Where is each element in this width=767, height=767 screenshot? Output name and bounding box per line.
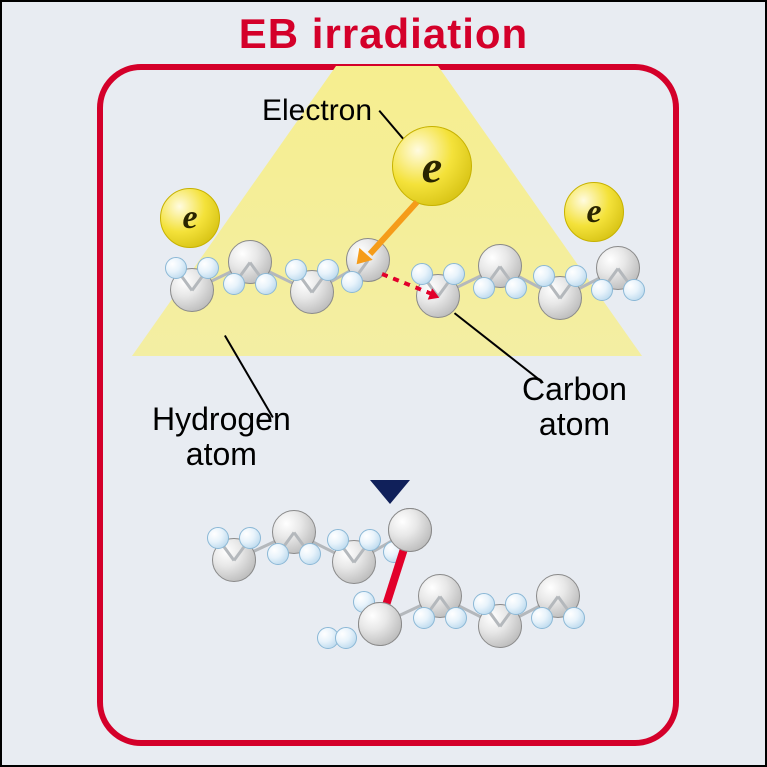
bot-left-h-0-0 [207,527,229,549]
crosslink-carbon-a [388,508,432,552]
electron-sphere-1 [392,126,472,206]
bot-right-h-2-0 [473,593,495,615]
crosslink-carbon-b [358,602,402,646]
bot-right-h-2-1 [505,593,527,615]
top-right-h-0-1 [443,263,465,285]
top-right-h-3-0 [591,279,613,301]
carbon-label: Carbon atom [522,372,627,442]
h2-b [335,627,357,649]
bot-left-h-2-1 [359,529,381,551]
bot-right-h-1-0 [413,607,435,629]
top-right-h-2-1 [565,265,587,287]
top-left-h-2-0 [285,259,307,281]
bot-right-h-1-1 [445,607,467,629]
electron-sphere-2 [564,182,624,242]
top-left-h-1-1 [255,273,277,295]
bot-left-h-0-1 [239,527,261,549]
top-right-h-1-0 [473,277,495,299]
bot-left-h-2-0 [327,529,349,551]
top-right-h-0-0 [411,263,433,285]
top-left-h-0-0 [165,257,187,279]
top-left-h-1-0 [223,273,245,295]
top-left-h-3-0 [341,271,363,293]
title-text: EB irradiation [239,10,528,57]
electron-label: Electron [262,94,372,127]
top-right-h-2-0 [533,265,555,287]
bot-right-h-3-1 [563,607,585,629]
diagram-title: EB irradiation [2,10,765,58]
top-left-h-2-1 [317,259,339,281]
bot-right-h-3-0 [531,607,553,629]
bot-left-h-1-1 [299,543,321,565]
top-left-h-0-1 [197,257,219,279]
top-right-h-3-1 [623,279,645,301]
bot-left-h-1-0 [267,543,289,565]
blue-down-arrow [370,480,410,504]
top-right-h-1-1 [505,277,527,299]
electron-sphere-0 [160,188,220,248]
